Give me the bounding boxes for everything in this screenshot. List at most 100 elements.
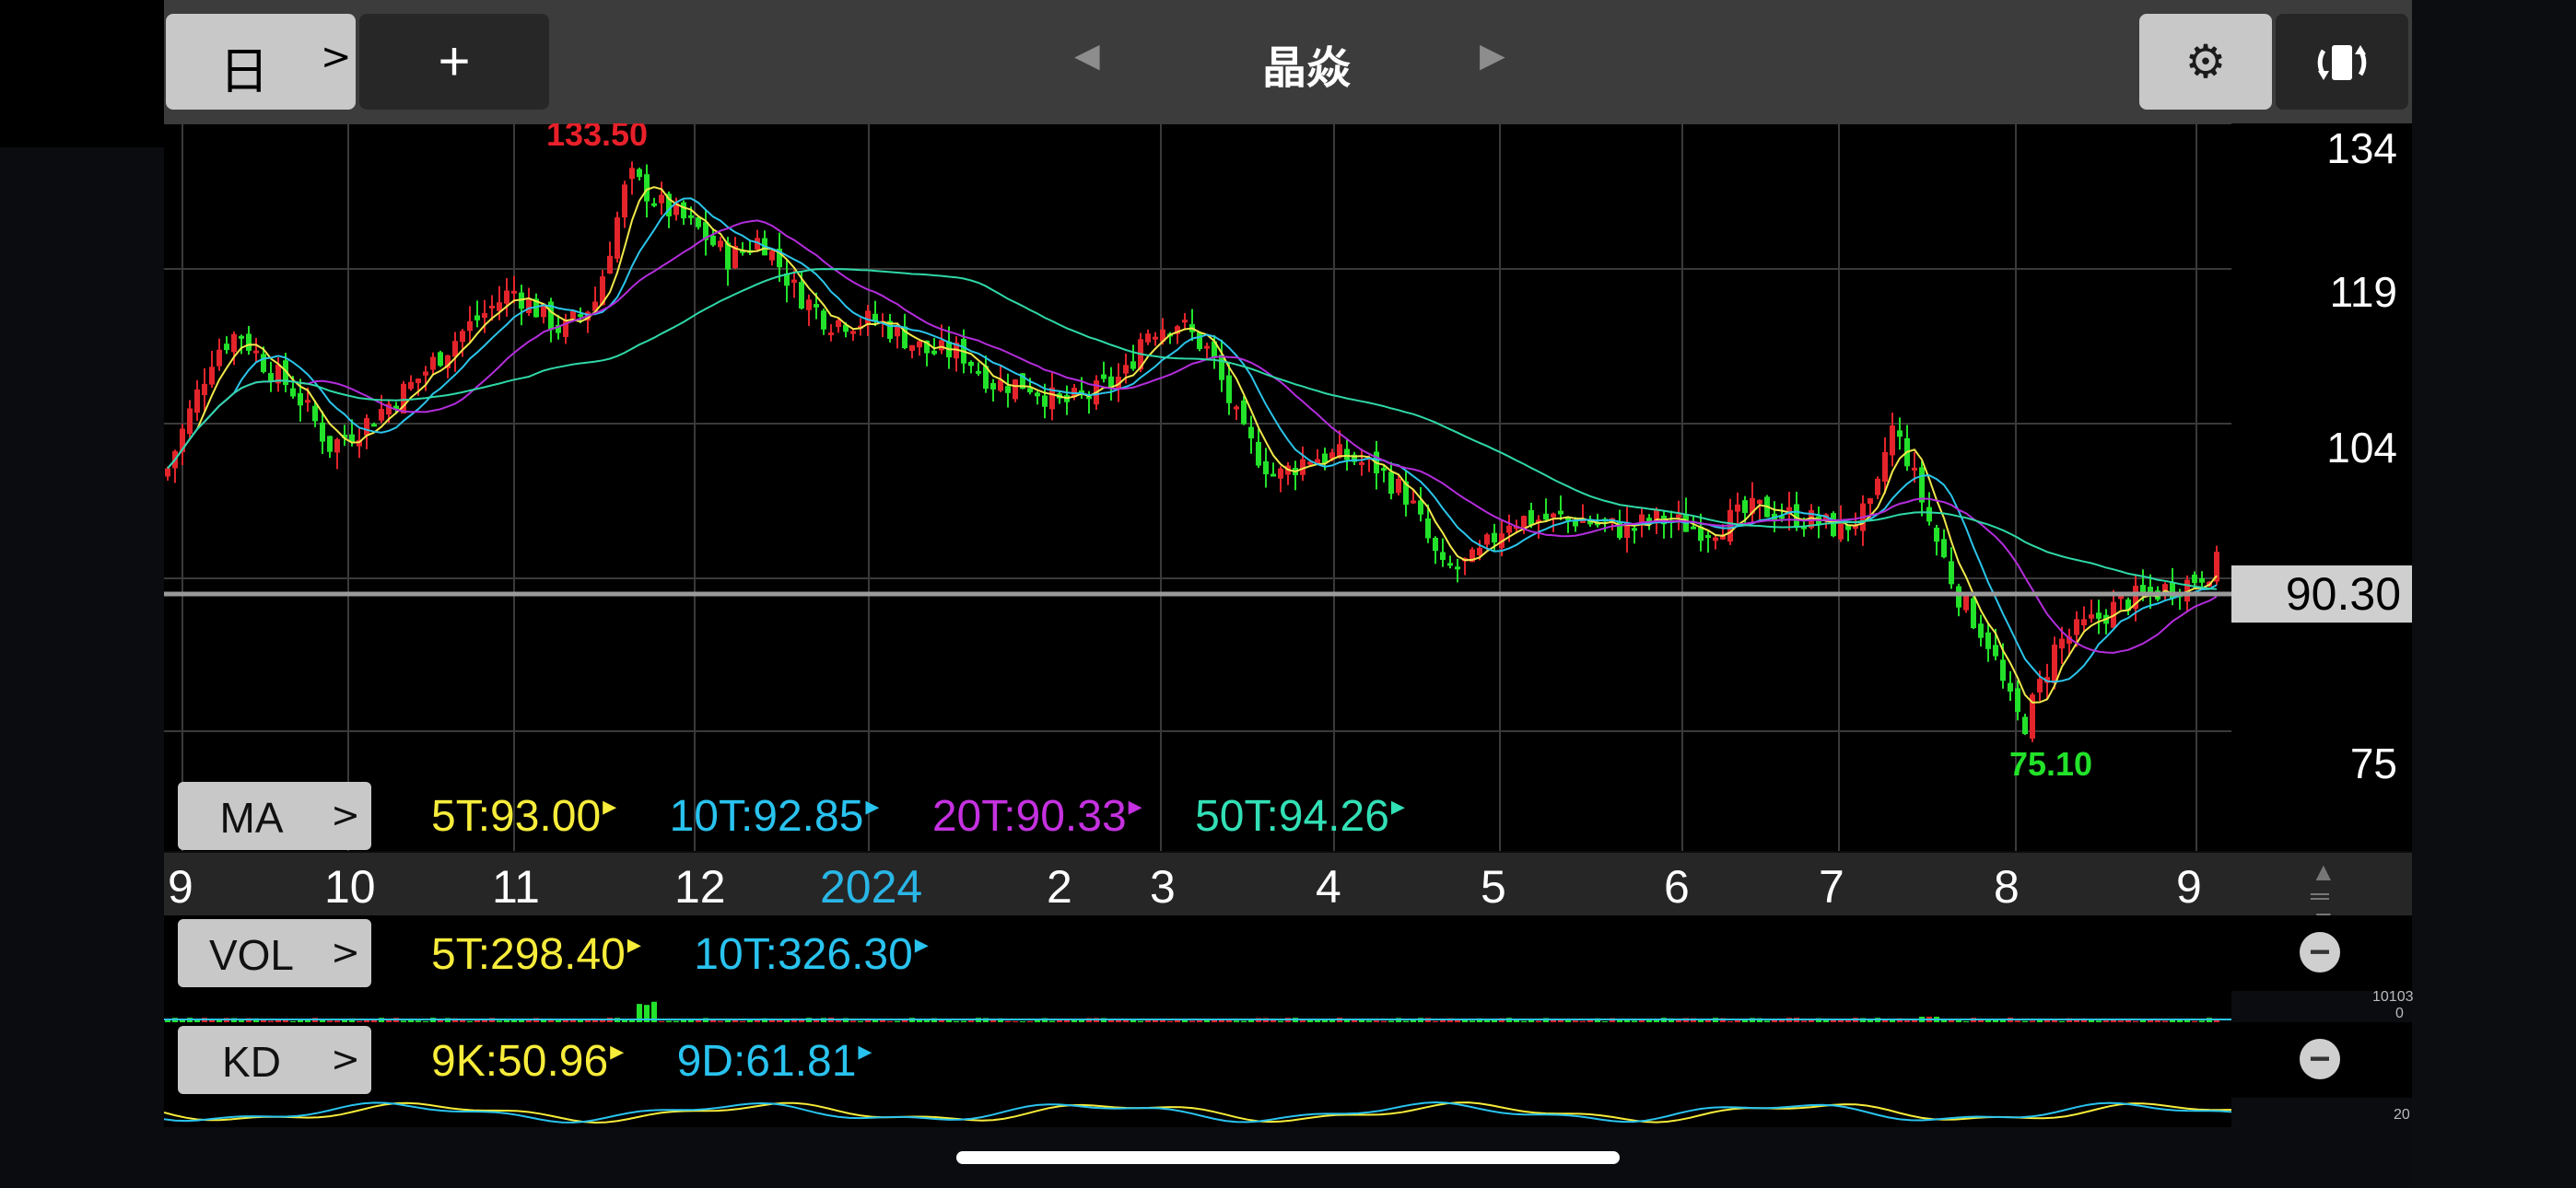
low-price-label: 75.10 xyxy=(2009,745,2092,783)
volume-chart[interactable] xyxy=(164,991,2231,1022)
candle-body xyxy=(1307,461,1313,465)
volume-bar xyxy=(541,1020,546,1022)
candle-body xyxy=(2000,659,2006,681)
candle-body xyxy=(1868,498,1873,505)
candle-body xyxy=(467,320,473,332)
volume-bar xyxy=(651,1001,657,1022)
candle-body xyxy=(710,235,716,246)
chevron-right-icon: > xyxy=(331,795,360,835)
candle-body xyxy=(1315,459,1320,465)
volume-bar xyxy=(320,1019,325,1022)
volume-bar xyxy=(1956,1019,1961,1022)
remove-indicator-icon[interactable]: − xyxy=(2300,1039,2340,1079)
candle-body xyxy=(1278,468,1283,479)
candle-body xyxy=(305,400,310,403)
vol-button[interactable]: VOL > xyxy=(178,919,371,987)
ma-button[interactable]: MA > xyxy=(178,782,371,850)
volume-bar xyxy=(1580,1020,1586,1022)
price-chart-panel[interactable]: 133.50 75.10 134 119 104 90 75 90.30 xyxy=(164,123,2412,851)
volume-bar xyxy=(504,1019,509,1022)
candle-body xyxy=(1042,395,1048,407)
candle-body xyxy=(1720,535,1726,540)
volume-bar xyxy=(1020,1020,1025,1022)
volume-bar xyxy=(2103,1020,2109,1022)
volume-bar xyxy=(2192,1020,2197,1022)
y-tick-label: 75 xyxy=(2349,740,2397,787)
volume-bar xyxy=(629,1019,635,1022)
volume-bar xyxy=(814,1019,819,1022)
candle-body xyxy=(1595,522,1600,526)
candle-body xyxy=(718,240,723,248)
volume-bar xyxy=(710,1019,716,1022)
candle-body xyxy=(843,324,849,332)
candle-body xyxy=(165,468,170,477)
candle-body xyxy=(976,370,981,374)
chevron-right-icon: > xyxy=(321,36,352,78)
period-button[interactable]: 日 > xyxy=(166,14,356,110)
settings-button[interactable]: ⚙ xyxy=(2139,14,2272,110)
volume-bar xyxy=(1248,1019,1254,1022)
volume-bar xyxy=(1189,1020,1195,1022)
volume-bar xyxy=(1027,1020,1033,1022)
candle-body xyxy=(1676,514,1681,518)
add-button[interactable]: + xyxy=(359,14,549,110)
candle-body xyxy=(673,203,679,215)
volume-bar xyxy=(1801,1020,1807,1022)
candle-body xyxy=(1344,448,1350,460)
volume-bar xyxy=(290,1020,296,1022)
candle-body xyxy=(1551,513,1556,518)
candle-body xyxy=(659,194,664,204)
volume-bar xyxy=(460,1019,465,1022)
kd-button[interactable]: KD > xyxy=(178,1026,371,1094)
kd-chart[interactable] xyxy=(163,1098,2232,1127)
candle-body xyxy=(1632,528,1637,531)
volume-bar xyxy=(924,1020,930,1022)
candle-body xyxy=(1035,392,1040,397)
prev-stock-arrow-icon[interactable]: ◀ xyxy=(1074,37,1100,75)
candle-body xyxy=(526,298,532,313)
candle-body xyxy=(519,292,524,309)
moving-average-line xyxy=(167,268,2218,590)
volume-bar xyxy=(1993,1019,1998,1022)
candlestick-chart[interactable]: 133.50 75.10 xyxy=(164,123,2231,851)
k-value: 9K:50.96▸ xyxy=(431,1036,625,1086)
volume-bar xyxy=(1646,1019,1652,1022)
volume-bar xyxy=(1602,1020,1608,1022)
date-tick-label: 12 xyxy=(674,861,726,913)
volume-bar xyxy=(342,1019,347,1022)
candle-body xyxy=(1985,632,1991,649)
volume-bar xyxy=(1978,1019,1984,1022)
volume-bar xyxy=(688,1019,694,1022)
candle-body xyxy=(327,436,333,452)
candle-body xyxy=(1322,453,1328,464)
volume-bar xyxy=(1727,1020,1733,1022)
current-price-tag: 90.30 xyxy=(2231,565,2412,623)
candle-body xyxy=(2044,677,2050,683)
home-indicator[interactable] xyxy=(956,1151,1620,1164)
candle-body xyxy=(1337,444,1342,458)
candle-body xyxy=(290,388,296,397)
candle-body xyxy=(246,333,252,351)
candle-body xyxy=(1329,452,1335,460)
candle-body xyxy=(622,184,627,218)
candle-body xyxy=(2133,586,2138,610)
volume-bar xyxy=(755,1019,760,1022)
date-tick-label: 4 xyxy=(1316,861,1341,913)
candle-body xyxy=(1234,406,1239,410)
candle-body xyxy=(379,409,384,421)
candle-body xyxy=(430,356,436,370)
candle-body xyxy=(1270,473,1276,477)
candle-body xyxy=(2059,638,2065,649)
next-stock-arrow-icon[interactable]: ▶ xyxy=(1480,37,1505,75)
rotate-button[interactable] xyxy=(2276,14,2408,110)
candle-body xyxy=(253,350,259,354)
candle-body xyxy=(725,242,731,270)
volume-bar xyxy=(357,1020,362,1022)
remove-indicator-icon[interactable]: − xyxy=(2300,932,2340,973)
date-tick-label: 10 xyxy=(324,861,376,913)
volume-bar xyxy=(2089,1019,2094,1022)
candle-body xyxy=(2008,682,2013,692)
candle-body xyxy=(777,249,782,268)
kd-scale: 20 xyxy=(2394,1107,2410,1123)
